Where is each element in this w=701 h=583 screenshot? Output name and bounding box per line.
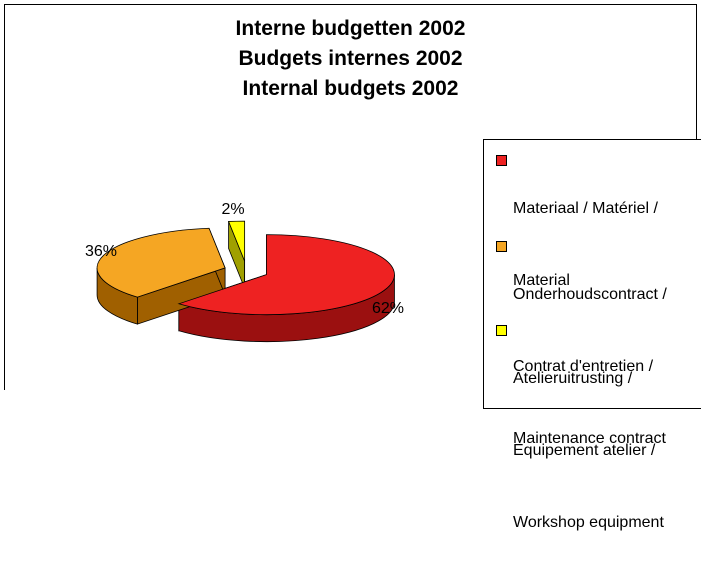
title-nl: Interne budgetten 2002 <box>235 17 466 40</box>
pie-tops <box>96 220 395 316</box>
pie-labels: 62% 36% 2% <box>85 201 404 317</box>
title-fr: Budgets internes 2002 <box>238 47 463 70</box>
legend-swatch-material <box>496 155 507 166</box>
slice-maintenance-label: 36% <box>85 243 117 260</box>
legend: Materiaal / Matériel / Material Onderhou… <box>483 139 701 531</box>
legend-swatch-maintenance <box>496 241 507 252</box>
chart-title: Interne budgetten 2002 Budgets internes … <box>0 14 701 104</box>
legend-label-workshop: Atelieruitrusting / Equipement atelier /… <box>513 370 664 531</box>
title-en: Internal budgets 2002 <box>242 77 459 100</box>
legend-swatch-workshop <box>496 325 507 336</box>
slice-workshop-label: 2% <box>221 201 244 218</box>
slice-workshop <box>227 220 246 262</box>
slice-material <box>177 234 395 316</box>
pie-chart: 62% 36% 2% <box>85 201 404 343</box>
slice-maintenance <box>96 227 226 298</box>
slice-material-label: 62% <box>372 300 404 317</box>
legend-label-material: Materiaal / Matériel / Material <box>513 200 658 289</box>
